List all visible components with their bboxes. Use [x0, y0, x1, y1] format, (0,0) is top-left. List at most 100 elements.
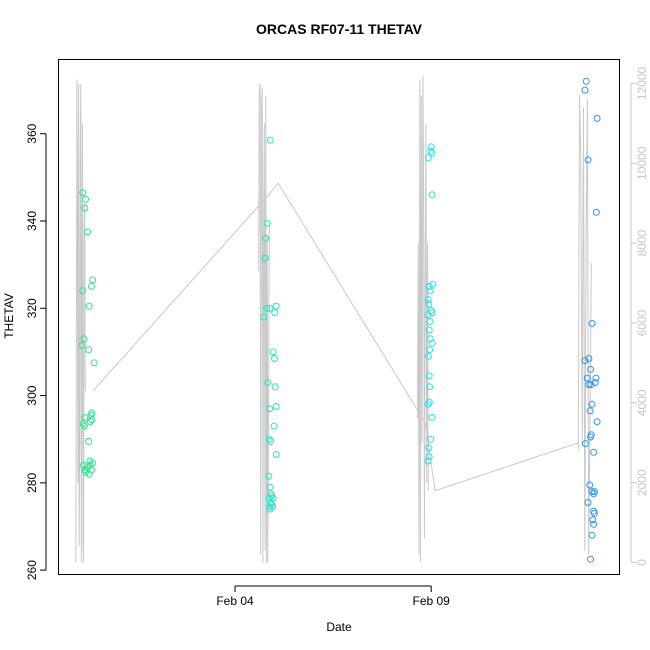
data-point [424, 457, 432, 465]
data-point [267, 437, 275, 445]
data-point [586, 481, 594, 489]
data-point [428, 191, 436, 199]
data-point [428, 309, 436, 317]
y-tick-label: 300 [25, 385, 39, 405]
data-point [272, 302, 280, 310]
data-point [81, 204, 89, 212]
data-point [88, 282, 95, 290]
data-point [587, 433, 594, 441]
data-point [262, 234, 270, 242]
data-point [83, 464, 91, 472]
data-point [425, 300, 433, 308]
y-tick-label: 360 [25, 123, 39, 143]
right-tick-label: 4000 [635, 389, 649, 416]
data-point [425, 326, 433, 334]
data-point [80, 422, 88, 430]
x-axis-label: Date [326, 620, 352, 634]
data-point [585, 355, 593, 362]
data-point [581, 357, 589, 365]
data-point [263, 304, 271, 312]
y-tick-label: 260 [25, 560, 39, 580]
data-point [272, 451, 280, 458]
data-point [85, 470, 93, 478]
data-point [264, 379, 272, 386]
data-point [590, 490, 598, 498]
data-point [271, 309, 279, 317]
data-point [591, 379, 599, 386]
data-point [425, 444, 433, 452]
data-point [426, 383, 434, 391]
data-point [581, 86, 589, 94]
data-point [82, 468, 90, 476]
data-point [87, 411, 95, 419]
data-point [586, 407, 594, 415]
data-point [90, 359, 98, 367]
data-point [587, 365, 594, 373]
data-point [425, 282, 433, 290]
data-point [583, 374, 591, 382]
data-point [424, 400, 432, 408]
data-point [592, 374, 600, 382]
data-point [265, 494, 273, 502]
altitude-trace-4 [577, 95, 592, 555]
data-point [584, 499, 592, 506]
data-point [270, 355, 278, 362]
data-point [266, 304, 274, 312]
data-point [270, 422, 278, 430]
data-point [79, 287, 87, 295]
data-point [590, 509, 598, 517]
data-point [271, 383, 279, 391]
data-point [427, 435, 435, 443]
data-point [269, 348, 277, 356]
altitude-trace-1 [75, 79, 86, 563]
data-point [590, 448, 598, 456]
altitude-traces [75, 75, 592, 563]
x-tick-label: Feb 09 [413, 594, 451, 608]
data-point [587, 381, 595, 389]
data-point [80, 335, 88, 343]
data-point [581, 440, 589, 448]
data-point [85, 346, 93, 354]
data-point [429, 280, 437, 288]
y-tick-label: 280 [25, 473, 39, 493]
data-point [426, 317, 434, 325]
y-tick-label: 340 [25, 211, 39, 231]
data-point [84, 228, 91, 236]
right-tick-label: 12000 [635, 66, 649, 100]
data-point [428, 339, 436, 347]
data-point [265, 472, 273, 480]
y-axis-right: 0 2000 4000 6000 8000 10000 12000 [630, 66, 649, 566]
data-point [428, 149, 436, 157]
x-tick-label: Feb 04 [216, 594, 254, 608]
x-axis: Feb 04 Feb 09 [216, 585, 451, 608]
data-point [266, 405, 274, 413]
data-point [593, 114, 601, 122]
data-point [81, 413, 89, 421]
data-point [260, 313, 268, 321]
data-point [425, 453, 433, 461]
data-point [593, 418, 601, 426]
y-axis-label: THETAV [2, 293, 16, 339]
right-tick-label: 2000 [635, 469, 649, 496]
data-point [272, 403, 280, 410]
data-point [261, 254, 269, 262]
data-point [86, 418, 94, 426]
right-tick-label: 10000 [635, 146, 649, 180]
right-tick-label: 6000 [635, 309, 649, 336]
data-point [587, 555, 594, 563]
data-point [82, 195, 90, 203]
data-point [582, 77, 590, 85]
data-point [78, 341, 86, 349]
data-point [588, 531, 596, 539]
data-point [584, 156, 592, 164]
data-point [85, 302, 93, 310]
data-point [89, 276, 97, 284]
data-point [588, 488, 596, 496]
data-point [589, 516, 597, 524]
data-point [85, 437, 93, 445]
data-point [266, 483, 274, 491]
data-point [426, 346, 434, 354]
data-point [263, 219, 271, 227]
data-point [424, 154, 432, 162]
